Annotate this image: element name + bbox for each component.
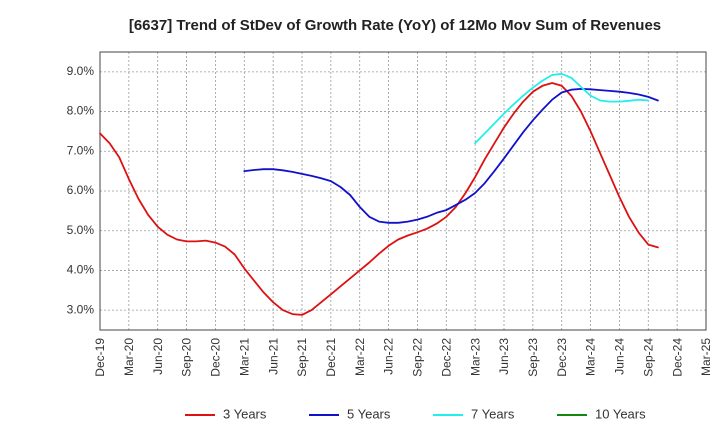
x-tick-label: Sep-20 — [180, 338, 194, 377]
x-tick-label: Dec-24 — [670, 338, 684, 377]
y-axis: 3.0% 4.0% 5.0% 6.0% 7.0% 8.0% 9.0% — [67, 64, 95, 316]
series-line-7-years — [474, 72, 650, 145]
x-tick-label: Mar-25 — [699, 338, 713, 376]
x-tick-label: Jun-23 — [497, 338, 511, 375]
chart-title: [6637] Trend of StDev of Growth Rate (Yo… — [129, 17, 661, 34]
x-tick-label: Mar-22 — [353, 338, 367, 376]
series-layer — [99, 72, 659, 316]
legend-label: 5 Years — [347, 406, 391, 421]
series-line-3-years — [99, 82, 659, 316]
x-tick-label: Sep-23 — [526, 338, 540, 377]
x-tick-label: Sep-21 — [295, 338, 309, 377]
x-tick-label: Mar-21 — [237, 338, 251, 376]
x-tick-label: Jun-20 — [151, 338, 165, 375]
x-tick-label: Jun-21 — [266, 338, 280, 375]
y-tick-label: 7.0% — [67, 143, 95, 157]
y-tick-label: 6.0% — [67, 183, 95, 197]
x-axis: Dec-19 Mar-20 Jun-20 Sep-20 Dec-20 Mar-21 Jun-… — [93, 338, 713, 377]
y-tick-label: 3.0% — [67, 302, 95, 316]
x-tick-label: Mar-23 — [468, 338, 482, 376]
legend: 3 Years 5 Years 7 Years 10 Years — [185, 406, 646, 421]
x-tick-label: Mar-20 — [122, 338, 136, 376]
x-tick-label: Mar-24 — [584, 338, 598, 376]
y-tick-label: 9.0% — [67, 64, 95, 78]
x-tick-label: Dec-20 — [209, 338, 223, 377]
series-line-5-years — [243, 88, 659, 224]
x-tick-label: Dec-19 — [93, 338, 107, 377]
x-tick-label: Jun-24 — [613, 338, 627, 375]
legend-label: 7 Years — [471, 406, 515, 421]
x-tick-label: Dec-21 — [324, 338, 338, 377]
legend-label: 3 Years — [223, 406, 267, 421]
x-tick-label: Sep-24 — [641, 338, 655, 377]
y-tick-label: 8.0% — [67, 104, 95, 118]
plot-area-border — [99, 51, 707, 331]
x-tick-label: Dec-22 — [439, 338, 453, 377]
legend-label: 10 Years — [595, 406, 646, 421]
y-tick-label: 5.0% — [67, 223, 95, 237]
x-tick-label: Jun-22 — [382, 338, 396, 375]
grid-layer — [100, 52, 706, 330]
y-tick-label: 4.0% — [67, 263, 95, 277]
x-tick-label: Dec-23 — [555, 338, 569, 377]
x-tick-label: Sep-22 — [411, 338, 425, 377]
